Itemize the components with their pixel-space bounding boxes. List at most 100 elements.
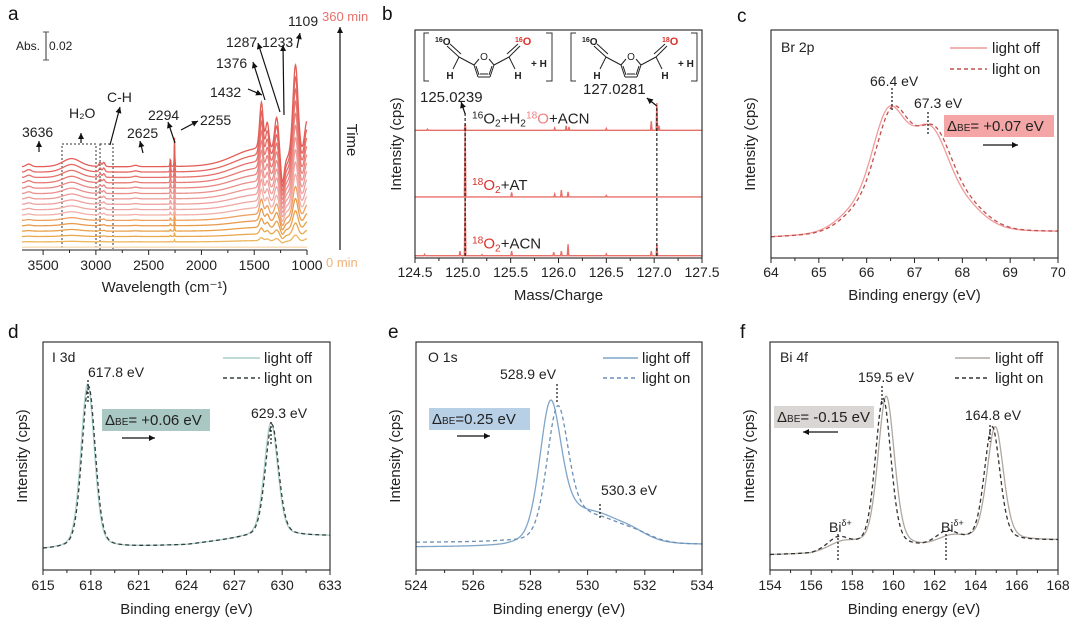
shift-right-arrow	[457, 433, 490, 439]
ring-oxygen: O	[627, 52, 635, 63]
bond	[605, 56, 622, 66]
panel-d-axes: 615 618 621 624 627 630 633 Binding energy (eV)…	[14, 341, 342, 618]
peak-label: 159.5 eV	[858, 369, 915, 385]
arrow-head-icon	[803, 429, 809, 435]
panel-f-axes: 154 156 158 160 162 164 166 168 Binding energy (…	[741, 341, 1070, 618]
series-label: 18O2+ACN	[472, 236, 541, 255]
label-part: 2	[520, 118, 526, 129]
oxidation-state: δ+	[841, 518, 851, 528]
delta-be-label: ΔBE= +0.06 eV	[105, 412, 202, 429]
delta-symbol: Δ	[947, 118, 957, 135]
x-tick-label: 621	[127, 577, 151, 593]
bond	[508, 45, 521, 58]
x-tick-label: 70	[1050, 264, 1066, 280]
double-bond	[488, 65, 493, 76]
shift-right-arrow	[983, 142, 1018, 148]
spectrum-line	[21, 87, 308, 192]
arrow-head-icon	[149, 435, 155, 441]
y-axis-label: Intensity (cps)	[14, 409, 31, 502]
plot-frame	[414, 29, 703, 259]
x-tick-label: 2500	[133, 257, 164, 273]
spectrum-line	[21, 161, 308, 218]
x-tick-label: 126.5	[589, 264, 624, 280]
x-tick-label: 627	[223, 577, 247, 593]
double-bond	[653, 43, 666, 55]
isotope: 16	[435, 37, 443, 44]
x-tick-label: 3500	[28, 257, 59, 273]
annotation-arrow	[180, 120, 199, 131]
y-axis-label: Intensity (cps)	[387, 409, 404, 502]
time-start-label: 0 min	[326, 255, 358, 270]
arrow-head-icon	[36, 141, 42, 147]
label-part: 18	[526, 110, 538, 121]
x-axis-label: Binding energy (eV)	[848, 601, 981, 618]
peak-annotation: 1233	[262, 34, 293, 50]
x-tick-label: 624	[175, 577, 199, 593]
peak-annotation: 2255	[200, 112, 231, 128]
legend-label-light-off: light off	[642, 350, 691, 367]
peak-label: 67.3 eV	[914, 95, 963, 111]
scale-bar-label: Abs.	[16, 39, 40, 53]
double-bond	[622, 65, 627, 76]
annotation-arrow	[109, 106, 122, 146]
label-part: +AT	[501, 177, 528, 194]
peak-label: 629.3 eV	[251, 405, 308, 421]
ftir-spectra	[21, 62, 308, 248]
peak-annotation: 2294	[148, 107, 179, 123]
arrow-head-icon	[295, 33, 302, 40]
light-off-curve	[416, 399, 703, 548]
label-part: 2	[495, 118, 501, 129]
mass-label: 127.0281	[583, 81, 646, 98]
spectrum-line	[21, 148, 308, 214]
spectrum-line	[22, 234, 308, 244]
panel-label-c: c	[737, 6, 747, 27]
x-tick-label: 124.5	[397, 264, 432, 280]
xps-curves	[42, 383, 331, 549]
x-tick-label: 160	[882, 577, 906, 593]
right-oxygen-label: 18O	[662, 36, 679, 48]
y-axis-label: Intensity (cps)	[742, 97, 759, 190]
bond	[458, 56, 475, 66]
x-tick-label: 69	[1002, 264, 1018, 280]
label-part: O	[483, 177, 495, 194]
panel-label-a: a	[8, 4, 19, 25]
core-level-title: Bi 4f	[780, 349, 808, 365]
bond	[655, 45, 668, 58]
isotope: 18	[662, 37, 670, 44]
delta-symbol: Δ	[777, 409, 787, 426]
x-tick-label: 65	[811, 264, 827, 280]
label-part: +ACN	[549, 110, 589, 127]
peak-annotation: H₂O	[69, 105, 96, 121]
bond	[493, 56, 510, 66]
annotation-arrow	[167, 121, 176, 144]
ms-series-line	[415, 128, 702, 198]
legend-label-light-on: light on	[642, 370, 690, 387]
label-part: 18	[472, 236, 484, 247]
double-bond	[635, 65, 640, 76]
ring-oxygen: O	[480, 52, 488, 63]
bond	[655, 56, 663, 70]
left-oxygen-label: 16O	[582, 37, 598, 48]
x-tick-label: 127.5	[684, 264, 719, 280]
arrow-head-icon	[484, 433, 490, 439]
bond	[446, 45, 460, 58]
light-off-curve	[770, 105, 1058, 238]
x-tick-label: 530	[576, 577, 600, 593]
annotation-arrow	[251, 61, 266, 101]
xps-curves	[770, 105, 1059, 238]
peak-label: 530.3 eV	[601, 482, 658, 498]
spectrum-line	[21, 197, 308, 231]
peak-annotation: 1109	[288, 13, 318, 29]
left-oxygen-label: 16O	[435, 37, 451, 48]
spectrum-line	[21, 209, 308, 235]
time-arrow	[337, 27, 343, 250]
delta-symbol: Δ	[432, 411, 442, 428]
double-bond	[449, 43, 462, 55]
x-tick-label: 528	[519, 577, 543, 593]
bond	[635, 58, 642, 66]
arrow-head-icon	[256, 43, 263, 50]
x-tick-label: 168	[1046, 577, 1070, 593]
arrow-line	[257, 42, 281, 113]
label-part: 18	[472, 177, 484, 188]
legend-label-light-on: light on	[264, 370, 312, 387]
